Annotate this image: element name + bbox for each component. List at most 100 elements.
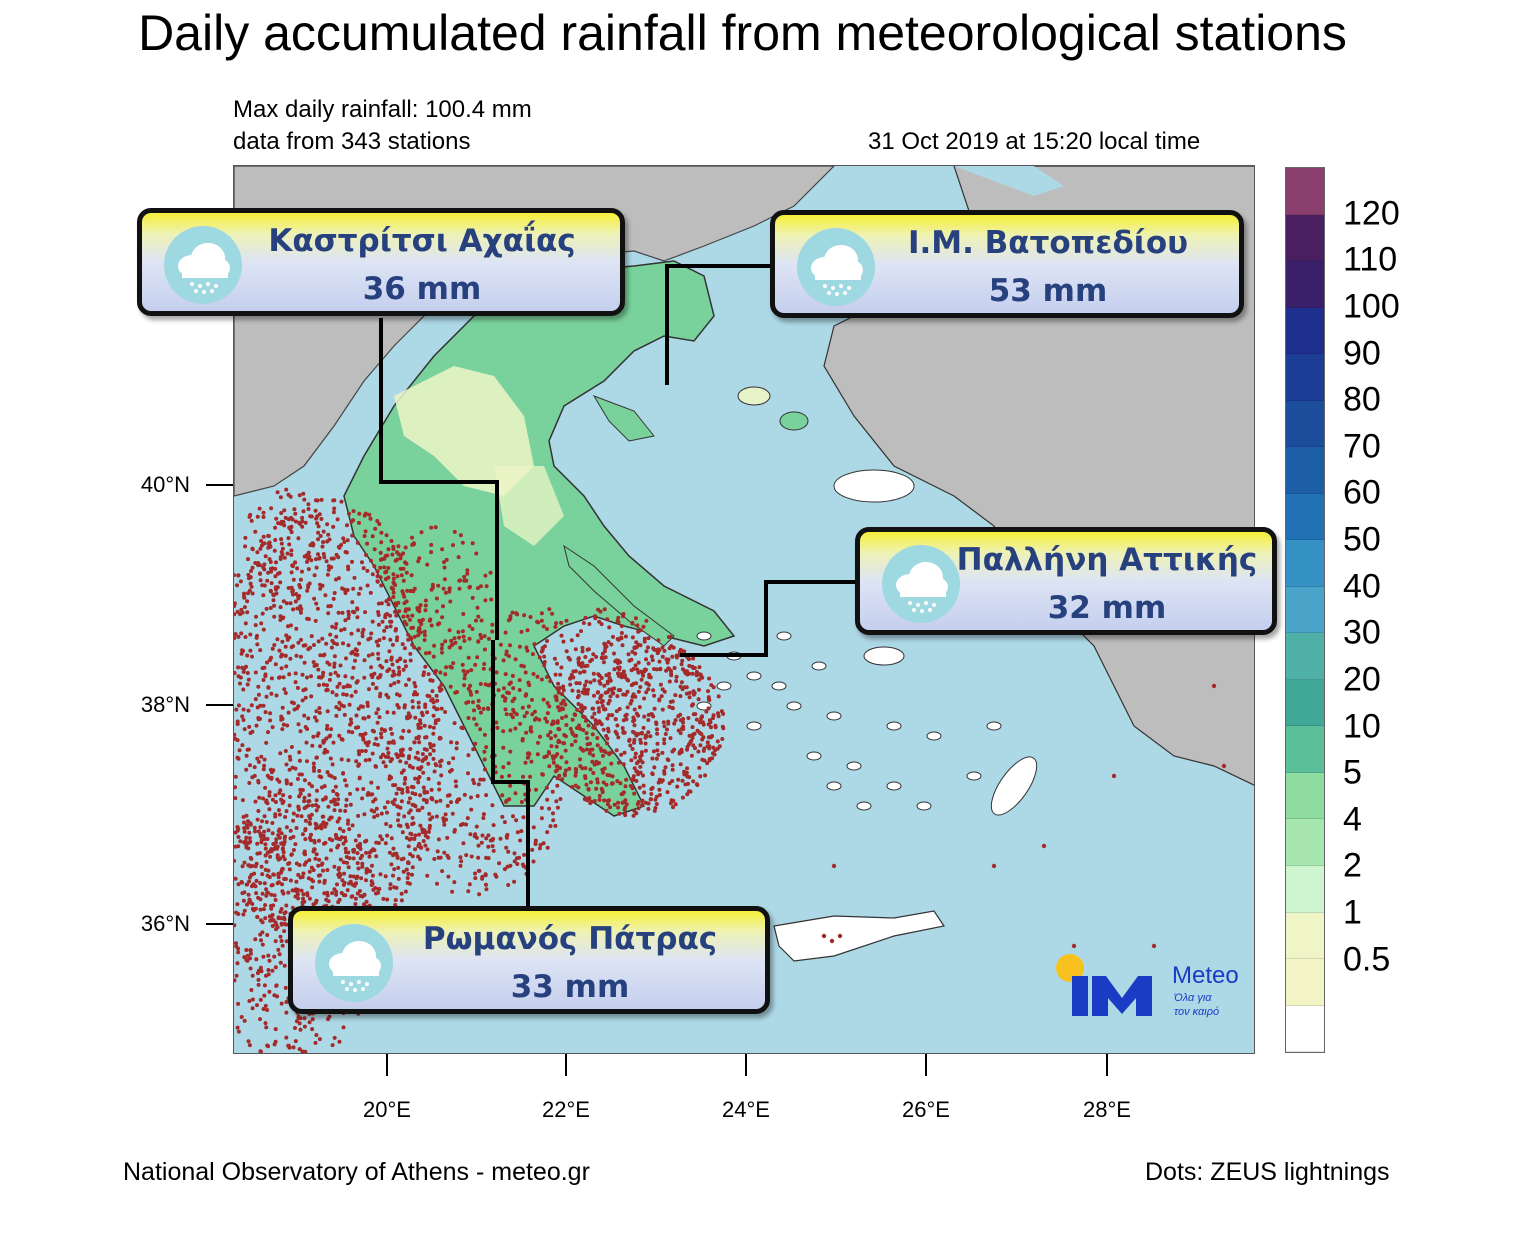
lightning-dot: [333, 832, 338, 837]
lightning-dot: [283, 877, 288, 881]
lightning-dot: [317, 838, 321, 843]
lightning-dot: [316, 639, 321, 644]
lightning-dot: [554, 799, 559, 804]
lightning-dot: [284, 601, 289, 606]
lightning-dot: [631, 774, 636, 779]
lightning-dot: [410, 705, 415, 710]
lightning-dot: [385, 897, 390, 902]
lightning-dot: [314, 718, 319, 723]
lightning-dot: [502, 686, 506, 691]
lightning-dot: [613, 717, 618, 722]
lightning-dot: [561, 698, 566, 703]
lightning-dot: [510, 610, 515, 615]
lightning-dot: [456, 555, 461, 560]
lightning-dot: [313, 618, 318, 623]
lightning-dot: [296, 807, 301, 812]
lightning-dot: [360, 861, 365, 866]
lightning-dot: [391, 595, 396, 599]
lightning-dot: [383, 577, 388, 582]
colorbar-segment: [1286, 307, 1324, 355]
lightning-dot: [250, 547, 255, 552]
lightning-dot: [643, 748, 648, 753]
lightning-dot: [707, 758, 712, 763]
lightning-dot: [268, 711, 273, 716]
lightning-dot: [709, 683, 714, 688]
lightning-dot: [283, 644, 288, 649]
lightning-dot: [363, 758, 368, 763]
lightning-dot: [452, 880, 457, 885]
lightning-dot: [591, 771, 596, 775]
lightning-dot: [681, 717, 686, 721]
lightning-dot: [281, 599, 286, 604]
lightning-dot: [343, 835, 348, 840]
lightning-dot: [691, 656, 696, 661]
lightning-dot: [288, 527, 293, 532]
lightning-dot: [519, 829, 524, 834]
colorbar-label: 4: [1343, 800, 1362, 839]
lightning-dot: [336, 544, 341, 549]
lightning-dot: [262, 881, 267, 886]
lightning-dot: [595, 700, 600, 705]
lightning-dot: [302, 799, 307, 804]
lightning-dot: [242, 826, 247, 831]
lightning-dot: [535, 674, 540, 679]
lightning-dot: [558, 797, 563, 801]
lightning-dot: [369, 631, 374, 636]
lightning-dot: [284, 939, 289, 944]
lightning-dot: [704, 709, 709, 714]
lightning-dot: [484, 745, 489, 750]
lightning-dot: [360, 704, 365, 709]
lightning-dot: [419, 765, 424, 770]
lightning-dot: [261, 678, 266, 682]
lightning-dot: [368, 792, 373, 797]
lightning-dot: [660, 687, 665, 692]
lightning-dot: [360, 796, 365, 801]
lightning-dot: [355, 891, 360, 896]
lightning-dot: [610, 690, 615, 695]
lightning-dot: [293, 511, 298, 516]
lightning-dot: [388, 882, 393, 887]
lightning-dot: [343, 674, 348, 679]
lightning-dot: [334, 889, 339, 894]
lightning-dot: [338, 826, 342, 831]
lightning-dot: [391, 572, 396, 577]
lightning-dot: [250, 973, 255, 978]
lightning-dot: [349, 720, 354, 725]
lightning-dot: [336, 610, 341, 615]
lightning-dot: [394, 613, 399, 618]
lightning-dot: [300, 515, 305, 520]
lightning-dot: [241, 707, 246, 712]
lightning-dot: [514, 818, 519, 823]
lightning-dot: [397, 787, 402, 791]
lightning-dot: [353, 902, 358, 906]
lightning-dot: [483, 682, 488, 687]
lightning-dot: [707, 746, 712, 751]
lightning-dot: [295, 892, 300, 897]
lightning-dot: [399, 799, 404, 804]
lightning-dot: [272, 603, 277, 608]
lightning-dot: [245, 682, 250, 687]
lightning-dot: [242, 666, 247, 671]
lightning-dot: [491, 721, 496, 726]
lightning-dot: [416, 854, 421, 859]
lightning-dot: [351, 609, 355, 614]
lightning-dot: [258, 834, 263, 839]
lightning-dot: [341, 536, 346, 541]
lightning-dot: [391, 576, 396, 581]
lightning-dot: [561, 688, 566, 693]
lightning-dot: [547, 764, 552, 769]
lightning-dot: [403, 545, 408, 550]
lightning-dot: [332, 591, 337, 595]
lightning-dot: [282, 929, 287, 934]
lightning-dot: [462, 578, 467, 583]
lightning-dot: [238, 612, 243, 617]
lightning-dot: [697, 687, 701, 692]
lon-tick: [1106, 1054, 1108, 1076]
lightning-dot: [370, 873, 375, 878]
lightning-dot: [361, 627, 366, 632]
lightning-dot: [422, 790, 427, 795]
lightning-dot: [293, 599, 298, 604]
lightning-dot: [527, 752, 532, 756]
lightning-dot: [552, 656, 557, 661]
lightning-dot: [383, 728, 387, 733]
